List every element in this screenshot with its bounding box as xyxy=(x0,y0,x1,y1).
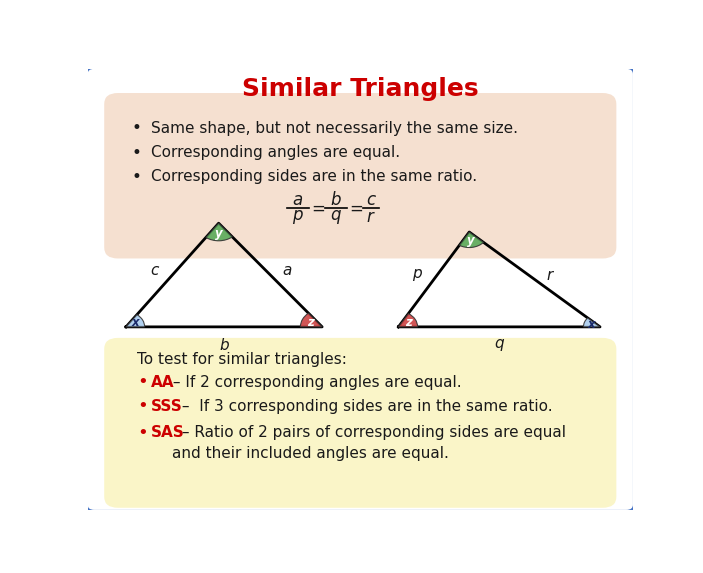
Text: and their included angles are equal.: and their included angles are equal. xyxy=(172,446,449,461)
Wedge shape xyxy=(126,315,145,327)
Text: y: y xyxy=(467,234,475,248)
Text: •: • xyxy=(132,119,142,138)
Text: SAS: SAS xyxy=(150,425,184,440)
Text: $q$: $q$ xyxy=(494,336,505,352)
Text: –  If 3 corresponding sides are in the same ratio.: – If 3 corresponding sides are in the sa… xyxy=(176,399,553,414)
Text: $b$: $b$ xyxy=(330,191,342,209)
Text: To test for similar triangles:: To test for similar triangles: xyxy=(137,352,347,367)
Text: Corresponding sides are in the same ratio.: Corresponding sides are in the same rati… xyxy=(150,170,477,185)
Text: •: • xyxy=(137,424,148,442)
Text: •: • xyxy=(137,397,148,415)
Text: $r$: $r$ xyxy=(546,268,555,282)
Wedge shape xyxy=(300,313,322,327)
Wedge shape xyxy=(399,313,418,327)
Text: •: • xyxy=(132,168,142,186)
Wedge shape xyxy=(459,232,484,248)
Text: z: z xyxy=(307,316,314,329)
Text: x: x xyxy=(587,317,595,331)
Text: $p$: $p$ xyxy=(292,207,304,226)
Text: $p$: $p$ xyxy=(412,267,423,283)
Wedge shape xyxy=(583,318,600,327)
Text: z: z xyxy=(405,316,411,329)
Text: – If 2 corresponding angles are equal.: – If 2 corresponding angles are equal. xyxy=(168,375,462,390)
Text: $b$: $b$ xyxy=(219,336,230,352)
Text: Same shape, but not necessarily the same size.: Same shape, but not necessarily the same… xyxy=(150,121,517,136)
Text: •: • xyxy=(132,144,142,162)
Text: $r$: $r$ xyxy=(366,207,376,226)
Text: $q$: $q$ xyxy=(330,207,342,226)
Text: $=$: $=$ xyxy=(346,199,363,217)
Wedge shape xyxy=(206,223,232,241)
Text: Corresponding angles are equal.: Corresponding angles are equal. xyxy=(150,145,399,160)
Text: x: x xyxy=(132,316,139,329)
FancyBboxPatch shape xyxy=(104,338,617,508)
FancyBboxPatch shape xyxy=(86,68,634,511)
Text: – Ratio of 2 pairs of corresponding sides are equal: – Ratio of 2 pairs of corresponding side… xyxy=(176,425,566,440)
Text: SSS: SSS xyxy=(150,399,182,414)
Text: $c$: $c$ xyxy=(150,263,160,278)
FancyBboxPatch shape xyxy=(104,93,617,258)
Text: $=$: $=$ xyxy=(308,199,325,217)
Text: •: • xyxy=(137,373,148,391)
Text: y: y xyxy=(215,227,223,240)
Text: Similar Triangles: Similar Triangles xyxy=(242,77,479,101)
Text: AA: AA xyxy=(150,375,174,390)
Text: $c$: $c$ xyxy=(366,191,377,209)
Text: $a$: $a$ xyxy=(292,191,303,209)
Text: $a$: $a$ xyxy=(282,263,292,278)
